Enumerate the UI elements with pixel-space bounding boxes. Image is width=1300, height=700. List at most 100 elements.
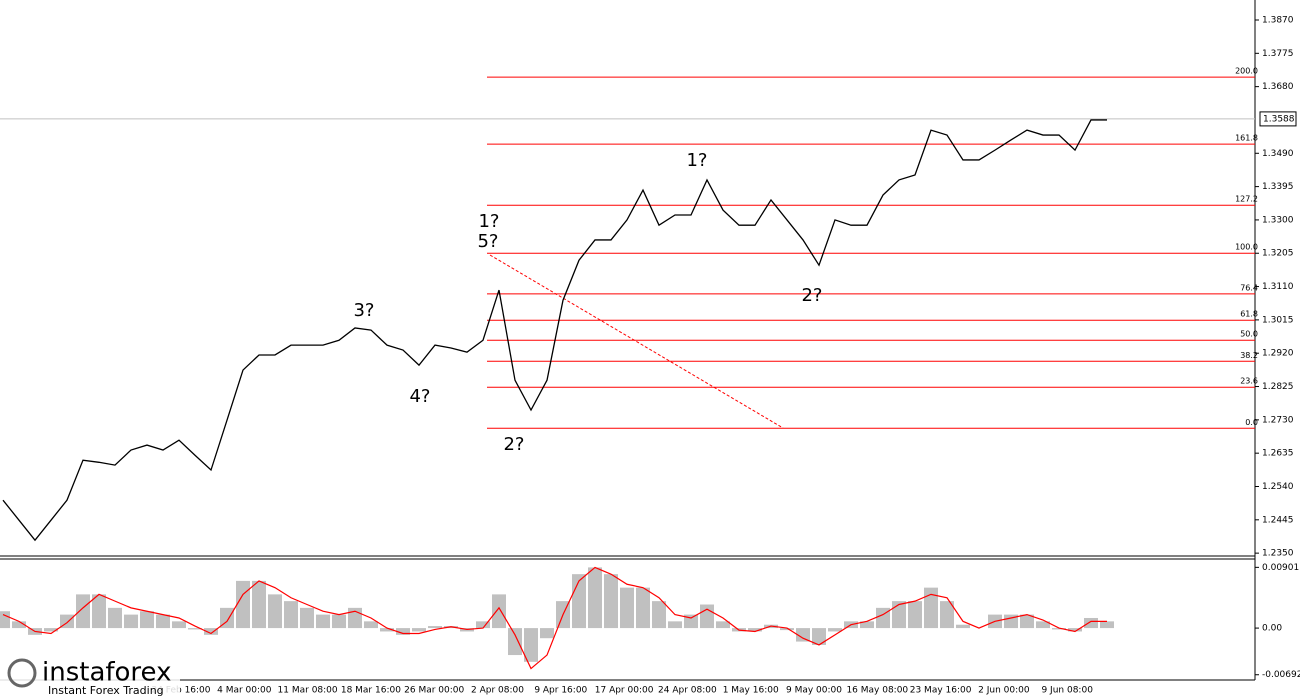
current-price-label: 1.3588 (1263, 114, 1295, 124)
y-tick-label: 1.3775 (1262, 49, 1294, 59)
macd-bar (124, 614, 138, 629)
logo-tagline: Instant Forex Trading (48, 684, 164, 697)
fib-label: 23.6 (1240, 377, 1258, 386)
macd-bar (380, 628, 394, 632)
macd-bar (332, 614, 346, 629)
y-tick-label: -0.00692 (1262, 670, 1300, 680)
x-tick-label: 26 Mar 00:00 (404, 686, 464, 696)
x-tick-label: 17 Apr 00:00 (595, 686, 654, 696)
wave-label: 1? (686, 150, 707, 171)
macd-bar (652, 601, 666, 629)
fib-label: 76.4 (1240, 283, 1258, 292)
fib-label: 0.0 (1245, 418, 1258, 427)
y-tick-label: 1.3680 (1262, 82, 1294, 92)
macd-bar (924, 587, 938, 629)
macd-bar (284, 601, 298, 629)
x-tick-label: 23 May 16:00 (910, 686, 972, 696)
y-tick-label: 1.3490 (1262, 149, 1294, 159)
y-tick-label: 0.00 (1262, 624, 1282, 634)
y-tick-label: 1.2540 (1262, 482, 1294, 492)
y-tick-label: 1.2635 (1262, 449, 1294, 459)
macd-bar (156, 614, 170, 629)
current-price-box (1259, 111, 1297, 127)
macd-bar (540, 628, 554, 639)
macd-bar (204, 628, 218, 635)
y-tick-label: 1.3205 (1262, 249, 1294, 259)
macd-bar (0, 611, 10, 629)
macd-bar (508, 628, 522, 656)
wave-label: 2? (801, 285, 822, 306)
macd-bar (1052, 628, 1066, 630)
y-tick-label: 1.3015 (1262, 315, 1294, 325)
macd-bar (172, 621, 186, 629)
macd-bar (636, 587, 650, 629)
x-tick-label: 2 Apr 08:00 (471, 686, 524, 696)
macd-bar (956, 624, 970, 629)
macd-bar (44, 628, 58, 632)
macd-bar (812, 628, 826, 645)
x-tick-label: 24 Feb 16:00 (151, 686, 210, 696)
y-tick-label: 1.2825 (1262, 382, 1294, 392)
macd-bar (940, 601, 954, 629)
macd-bar (1004, 614, 1018, 629)
x-tick-label: 2 Jun 00:00 (978, 686, 1030, 696)
macd-bar (1036, 621, 1050, 629)
x-tick-label: 24 Apr 08:00 (658, 686, 717, 696)
macd-bar (140, 611, 154, 629)
plot-layer: 1.3870 1.3775 1.3680 1.3490 1.3395 1.3300 1.32… (0, 15, 1300, 696)
macd-bar (716, 621, 730, 629)
signal-line (2, 566, 1107, 670)
macd-bar (252, 580, 266, 629)
wave-label: 5? (477, 231, 498, 252)
wave-label: 4? (409, 386, 430, 407)
macd-bar (76, 594, 90, 629)
y-tick-label: 1.2920 (1262, 349, 1294, 359)
macd-bar (236, 580, 250, 629)
macd-bar (1084, 617, 1098, 629)
x-tick-label: 11 Mar 08:00 (278, 686, 338, 696)
macd-bar (1020, 614, 1034, 629)
macd-bar (620, 587, 634, 629)
wave-label: 1? (478, 211, 499, 232)
y-tick-label: 1.3870 (1262, 15, 1294, 25)
macd-bar (492, 594, 506, 629)
macd-bar (92, 594, 106, 629)
logo-icon (7, 658, 37, 688)
macd-bar (828, 628, 842, 632)
y-tick-label: 1.3110 (1262, 282, 1294, 292)
y-tick-label: 1.2445 (1262, 515, 1294, 525)
x-tick-label: 9 Jun 08:00 (1041, 686, 1093, 696)
fib-label: 50.0 (1240, 330, 1258, 339)
x-tick-label: 9 May 00:00 (786, 686, 842, 696)
macd-bar (860, 621, 874, 629)
x-tick-label: 16 May 08:00 (846, 686, 908, 696)
x-tick-label: 4 Mar 00:00 (217, 686, 272, 696)
x-tick-label: 1 May 16:00 (723, 686, 779, 696)
macd-bar (1068, 628, 1082, 632)
fib-label: 161.8 (1235, 134, 1258, 143)
macd-bar (364, 621, 378, 629)
fib-label: 100.0 (1235, 243, 1258, 252)
macd-bar (1100, 621, 1114, 629)
x-tick-label: 9 Apr 16:00 (534, 686, 587, 696)
fib-label: 200.0 (1235, 67, 1258, 76)
macd-bar (476, 621, 490, 629)
macd-bar (428, 626, 442, 629)
y-tick-label: 1.2350 (1262, 549, 1294, 559)
macd-bar (268, 594, 282, 629)
macd-bar (908, 601, 922, 629)
y-tick-label: 1.2730 (1262, 415, 1294, 425)
macd-bar (748, 628, 762, 632)
x-tick-label: 18 Mar 16:00 (341, 686, 401, 696)
y-tick-label: 0.00901 (1262, 563, 1299, 573)
macd-bar (108, 607, 122, 629)
macd-bar (668, 621, 682, 629)
fib-label: 127.2 (1235, 195, 1258, 204)
wave-label: 2? (503, 434, 524, 455)
trend-line (489, 254, 784, 429)
macd-bar (588, 567, 602, 629)
macd-bar (188, 628, 202, 630)
macd-bar (780, 628, 794, 631)
macd-bar (396, 628, 410, 635)
